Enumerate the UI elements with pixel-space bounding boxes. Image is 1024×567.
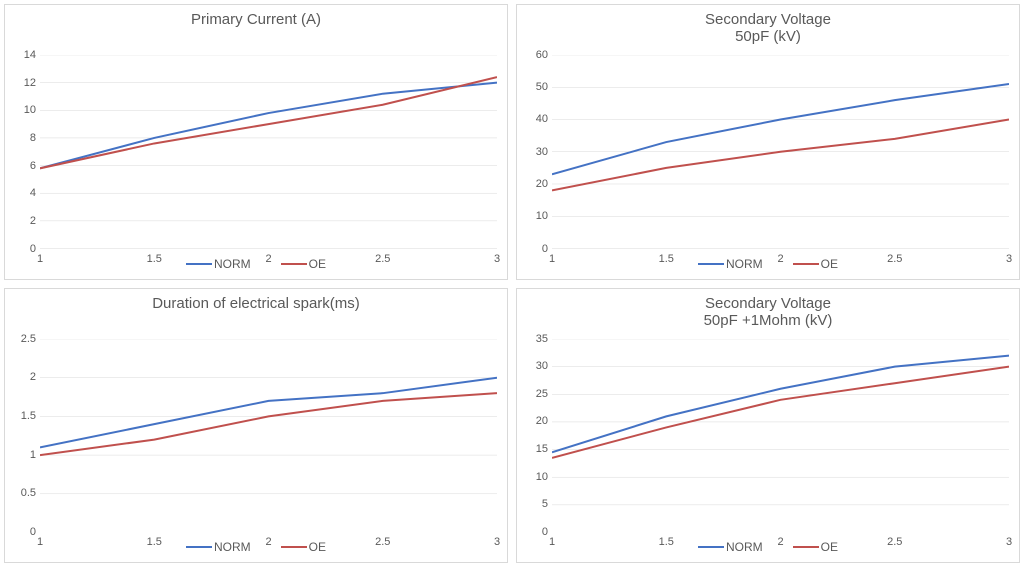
panel-primary-current: Primary Current (A) 0246810121411.522.53 N… <box>4 4 508 280</box>
y-tick-label: 2 <box>30 215 36 227</box>
series-line-norm <box>552 84 1009 174</box>
series-line-norm <box>40 83 497 169</box>
legend-swatch <box>698 263 724 265</box>
y-tick-label: 2.5 <box>21 333 36 345</box>
legend-item-oe: OE <box>281 540 326 554</box>
y-tick-label: 60 <box>536 49 548 61</box>
y-tick-label: 8 <box>30 132 36 144</box>
plot-area: 0246810121411.522.53 <box>40 55 497 249</box>
legend: NORM OE <box>5 536 507 558</box>
y-tick-label: 50 <box>536 81 548 93</box>
legend-item-oe: OE <box>793 540 838 554</box>
legend-label: NORM <box>726 540 763 554</box>
legend-item-norm: NORM <box>186 540 251 554</box>
legend-swatch <box>281 263 307 265</box>
legend-swatch <box>793 546 819 548</box>
chart-title: Primary Current (A) <box>5 5 507 28</box>
y-tick-label: 10 <box>536 471 548 483</box>
legend-label: NORM <box>214 257 251 271</box>
y-tick-label: 5 <box>542 498 548 510</box>
y-tick-label: 6 <box>30 160 36 172</box>
y-tick-label: 1.5 <box>21 410 36 422</box>
y-tick-label: 10 <box>536 210 548 222</box>
y-tick-label: 30 <box>536 360 548 372</box>
y-tick-label: 35 <box>536 333 548 345</box>
legend: NORM OE <box>517 536 1019 558</box>
y-tick-label: 20 <box>536 178 548 190</box>
chart-svg <box>552 55 1009 249</box>
y-tick-label: 20 <box>536 415 548 427</box>
y-tick-label: 1 <box>30 449 36 461</box>
chart-title: Secondary Voltage 50pF +1Mohm (kV) <box>517 289 1019 330</box>
legend-swatch <box>281 546 307 548</box>
chart-title: Secondary Voltage 50pF (kV) <box>517 5 1019 46</box>
series-line-norm <box>552 355 1009 452</box>
panel-secondary-voltage-50pf-1mohm: Secondary Voltage 50pF +1Mohm (kV) 051015… <box>516 288 1020 564</box>
series-line-oe <box>40 393 497 455</box>
legend-label: OE <box>309 540 326 554</box>
chart-grid: Primary Current (A) 0246810121411.522.53 N… <box>0 0 1024 567</box>
legend-swatch <box>698 546 724 548</box>
y-tick-label: 12 <box>24 77 36 89</box>
y-tick-label: 2 <box>30 371 36 383</box>
legend-label: NORM <box>726 257 763 271</box>
legend-label: NORM <box>214 540 251 554</box>
series-line-oe <box>40 77 497 168</box>
y-tick-label: 15 <box>536 443 548 455</box>
legend-swatch <box>793 263 819 265</box>
y-tick-label: 0.5 <box>21 487 36 499</box>
y-tick-label: 30 <box>536 146 548 158</box>
series-line-oe <box>552 366 1009 457</box>
plot-area: 010203040506011.522.53 <box>552 55 1009 249</box>
legend-item-norm: NORM <box>698 257 763 271</box>
legend-item-oe: OE <box>793 257 838 271</box>
plot-area: 0510152025303511.522.53 <box>552 339 1009 533</box>
panel-spark-duration: Duration of electrical spark(ms) 00.511.5… <box>4 288 508 564</box>
y-tick-label: 10 <box>24 104 36 116</box>
legend-item-oe: OE <box>281 257 326 271</box>
y-tick-label: 4 <box>30 187 36 199</box>
legend-item-norm: NORM <box>186 257 251 271</box>
chart-svg <box>40 55 497 249</box>
y-tick-label: 14 <box>24 49 36 61</box>
legend: NORM OE <box>517 253 1019 275</box>
panel-secondary-voltage-50pf: Secondary Voltage 50pF (kV) 0102030405060… <box>516 4 1020 280</box>
legend-item-norm: NORM <box>698 540 763 554</box>
legend-label: OE <box>821 540 838 554</box>
chart-svg <box>552 339 1009 533</box>
legend-swatch <box>186 263 212 265</box>
y-tick-label: 25 <box>536 388 548 400</box>
chart-svg <box>40 339 497 533</box>
chart-title: Duration of electrical spark(ms) <box>5 289 507 312</box>
legend-swatch <box>186 546 212 548</box>
legend: NORM OE <box>5 253 507 275</box>
legend-label: OE <box>821 257 838 271</box>
plot-area: 00.511.522.511.522.53 <box>40 339 497 533</box>
legend-label: OE <box>309 257 326 271</box>
y-tick-label: 40 <box>536 113 548 125</box>
series-line-norm <box>40 377 497 447</box>
